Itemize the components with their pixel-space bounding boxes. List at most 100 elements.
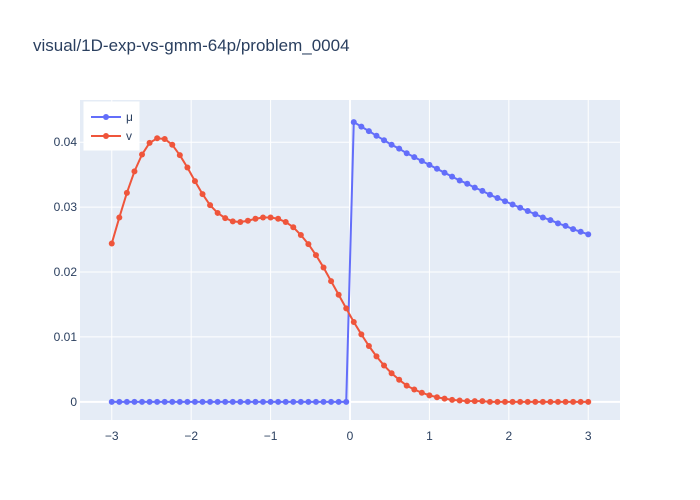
data-point-nu[interactable] [139, 151, 146, 158]
data-point-mu[interactable] [320, 398, 327, 405]
data-point-nu[interactable] [108, 240, 115, 247]
data-point-mu[interactable] [343, 398, 350, 405]
data-point-mu[interactable] [214, 398, 221, 405]
data-point-nu[interactable] [312, 252, 319, 259]
data-point-nu[interactable] [282, 219, 289, 226]
data-point-nu[interactable] [426, 392, 433, 399]
data-point-nu[interactable] [252, 215, 259, 222]
data-point-nu[interactable] [297, 232, 304, 239]
data-point-mu[interactable] [517, 204, 524, 211]
data-point-nu[interactable] [494, 398, 501, 405]
data-point-mu[interactable] [396, 145, 403, 152]
data-point-mu[interactable] [486, 191, 493, 198]
data-point-mu[interactable] [441, 169, 448, 176]
data-point-nu[interactable] [305, 241, 312, 248]
data-point-nu[interactable] [464, 398, 471, 405]
data-point-mu[interactable] [388, 141, 395, 148]
data-point-mu[interactable] [464, 180, 471, 187]
data-point-nu[interactable] [502, 398, 509, 405]
data-point-nu[interactable] [396, 376, 403, 383]
data-point-mu[interactable] [471, 184, 478, 191]
data-point-mu[interactable] [570, 226, 577, 233]
data-point-nu[interactable] [275, 215, 282, 222]
data-point-nu[interactable] [328, 278, 335, 285]
data-point-nu[interactable] [449, 396, 456, 403]
data-point-nu[interactable] [350, 318, 357, 325]
data-point-mu[interactable] [176, 398, 183, 405]
data-point-nu[interactable] [131, 168, 138, 175]
data-point-nu[interactable] [365, 343, 372, 349]
data-point-mu[interactable] [267, 398, 274, 405]
data-point-nu[interactable] [176, 152, 183, 159]
data-point-nu[interactable] [433, 394, 440, 401]
data-point-mu[interactable] [449, 173, 456, 180]
data-point-nu[interactable] [577, 398, 584, 405]
data-point-mu[interactable] [260, 398, 267, 405]
data-point-nu[interactable] [509, 398, 516, 405]
data-point-mu[interactable] [562, 222, 569, 229]
data-point-mu[interactable] [222, 398, 229, 405]
data-point-mu[interactable] [502, 198, 509, 205]
data-point-nu[interactable] [260, 214, 267, 221]
data-point-nu[interactable] [161, 135, 168, 142]
data-point-nu[interactable] [411, 386, 418, 393]
data-point-nu[interactable] [207, 202, 214, 209]
data-point-nu[interactable] [539, 398, 546, 405]
data-point-nu[interactable] [191, 178, 198, 185]
data-point-mu[interactable] [169, 398, 176, 405]
data-point-nu[interactable] [547, 398, 554, 405]
data-point-nu[interactable] [554, 398, 561, 405]
data-point-nu[interactable] [418, 389, 425, 396]
data-point-nu[interactable] [237, 219, 244, 226]
data-point-mu[interactable] [381, 137, 388, 144]
data-point-mu[interactable] [426, 161, 433, 168]
data-point-nu[interactable] [471, 398, 478, 405]
data-point-mu[interactable] [554, 220, 561, 227]
data-point-nu[interactable] [456, 397, 463, 404]
data-point-nu[interactable] [222, 215, 229, 222]
data-point-mu[interactable] [524, 207, 531, 214]
data-point-mu[interactable] [131, 398, 138, 405]
data-point-mu[interactable] [456, 177, 463, 184]
data-point-mu[interactable] [479, 187, 486, 194]
data-point-nu[interactable] [290, 224, 297, 231]
data-point-mu[interactable] [146, 398, 153, 405]
data-point-nu[interactable] [585, 398, 592, 405]
data-point-nu[interactable] [441, 395, 448, 402]
data-point-nu[interactable] [116, 214, 123, 221]
data-point-mu[interactable] [365, 128, 372, 135]
data-point-nu[interactable] [532, 398, 539, 405]
data-point-mu[interactable] [207, 398, 214, 405]
data-point-nu[interactable] [373, 353, 380, 360]
data-point-mu[interactable] [252, 398, 259, 405]
data-point-nu[interactable] [214, 209, 221, 216]
data-point-nu[interactable] [184, 164, 191, 171]
data-point-nu[interactable] [486, 398, 493, 405]
data-point-mu[interactable] [328, 398, 335, 405]
data-point-nu[interactable] [199, 191, 206, 198]
data-point-nu[interactable] [267, 214, 274, 221]
data-point-mu[interactable] [244, 398, 251, 405]
data-point-mu[interactable] [123, 398, 130, 405]
data-point-mu[interactable] [191, 398, 198, 405]
data-point-nu[interactable] [403, 382, 410, 389]
data-point-nu[interactable] [570, 398, 577, 405]
data-point-nu[interactable] [358, 331, 365, 338]
data-point-mu[interactable] [229, 398, 236, 405]
data-point-mu[interactable] [184, 398, 191, 405]
data-point-mu[interactable] [282, 398, 289, 405]
data-point-mu[interactable] [494, 195, 501, 202]
data-point-nu[interactable] [320, 264, 327, 271]
data-point-mu[interactable] [199, 398, 206, 405]
data-point-mu[interactable] [358, 123, 365, 130]
data-point-mu[interactable] [297, 398, 304, 405]
data-point-nu[interactable] [154, 135, 161, 142]
data-point-mu[interactable] [403, 150, 410, 157]
data-point-mu[interactable] [411, 154, 418, 161]
data-point-mu[interactable] [433, 165, 440, 172]
data-point-mu[interactable] [547, 217, 554, 224]
data-point-mu[interactable] [373, 132, 380, 139]
data-point-mu[interactable] [305, 398, 312, 405]
data-point-nu[interactable] [335, 291, 342, 298]
data-point-mu[interactable] [335, 398, 342, 405]
